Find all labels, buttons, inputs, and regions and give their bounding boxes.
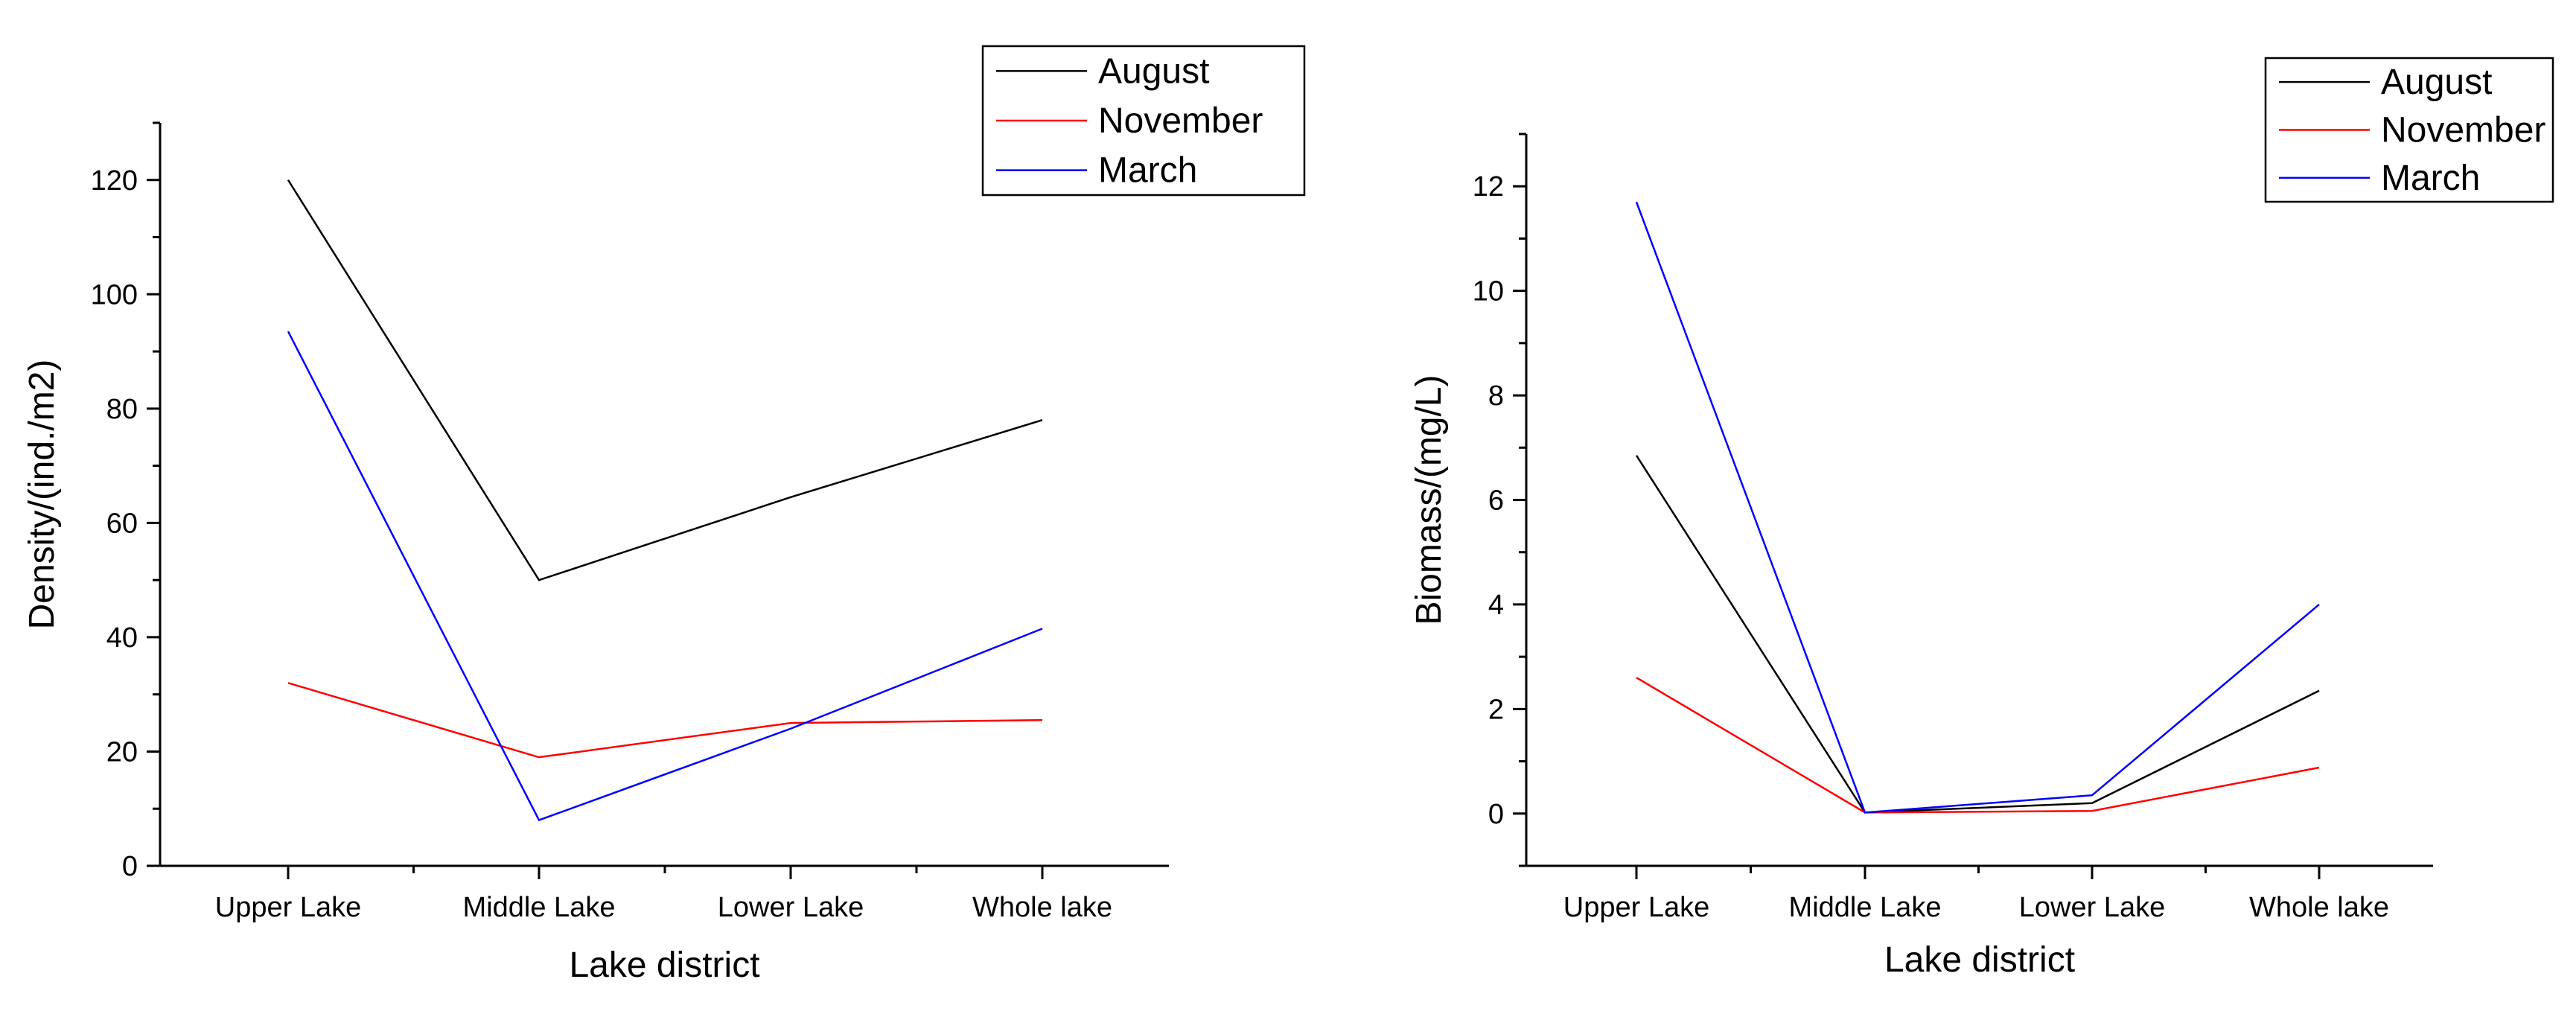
y-tick-label: 0 [122, 851, 138, 882]
y-tick-label: 20 [106, 736, 138, 768]
y-tick-label: 10 [1473, 276, 1504, 307]
series-line-august [287, 179, 1043, 581]
legend-label-march: March [1098, 151, 1197, 191]
series-line-march [1635, 201, 2320, 814]
y-tick-label: 8 [1488, 380, 1504, 412]
legend-label-august: August [2381, 63, 2492, 102]
legend-label-november: November [1098, 101, 1263, 141]
y-tick-label: 12 [1473, 171, 1504, 203]
y-tick-label: 2 [1488, 694, 1504, 725]
x-tick-label: Upper Lake [215, 892, 361, 923]
y-tick-label: 120 [91, 165, 138, 197]
y-tick-label: 60 [106, 508, 138, 539]
x-tick-label: Lower Lake [718, 892, 864, 923]
x-tick-label: Lower Lake [2019, 892, 2165, 923]
x-tick-label: Middle Lake [463, 892, 616, 923]
x-tick-label: Middle Lake [1789, 892, 1942, 923]
legend-label-august: August [1098, 51, 1209, 91]
series-line-august [1635, 455, 2320, 814]
y-tick-label: 100 [91, 279, 138, 310]
density-chart: 0 20 40 60 80 100 120 Upper Lake Middle Lake Lowe… [22, 45, 1306, 985]
legend: August November March [981, 45, 1306, 197]
series-line-november [1636, 677, 2320, 814]
series-line-march [287, 331, 1043, 822]
y-tick-label: 80 [106, 394, 138, 425]
x-axis-title: Lake district [569, 946, 759, 985]
legend: August November March [2264, 57, 2554, 203]
legend-label-march: March [2381, 159, 2480, 198]
y-tick-label: 4 [1488, 590, 1504, 621]
series-line-november [287, 682, 1043, 759]
x-axis-title: Lake district [1884, 940, 2075, 980]
biomass-chart: 0 2 4 6 8 10 12 Upper Lake Middle Lake Lower Lake… [1409, 57, 2554, 980]
x-tick-label: Upper Lake [1563, 892, 1709, 923]
x-tick-label: Whole lake [972, 892, 1112, 923]
y-axis-title: Biomass/(mg/L) [1409, 374, 1449, 625]
y-tick-label: 0 [1488, 799, 1504, 830]
y-axis-title: Density/(ind./m2) [22, 360, 62, 630]
legend-label-november: November [2381, 111, 2545, 150]
y-tick-label: 6 [1488, 485, 1504, 517]
y-tick-label: 40 [106, 622, 138, 654]
x-tick-label: Whole lake [2249, 892, 2389, 923]
